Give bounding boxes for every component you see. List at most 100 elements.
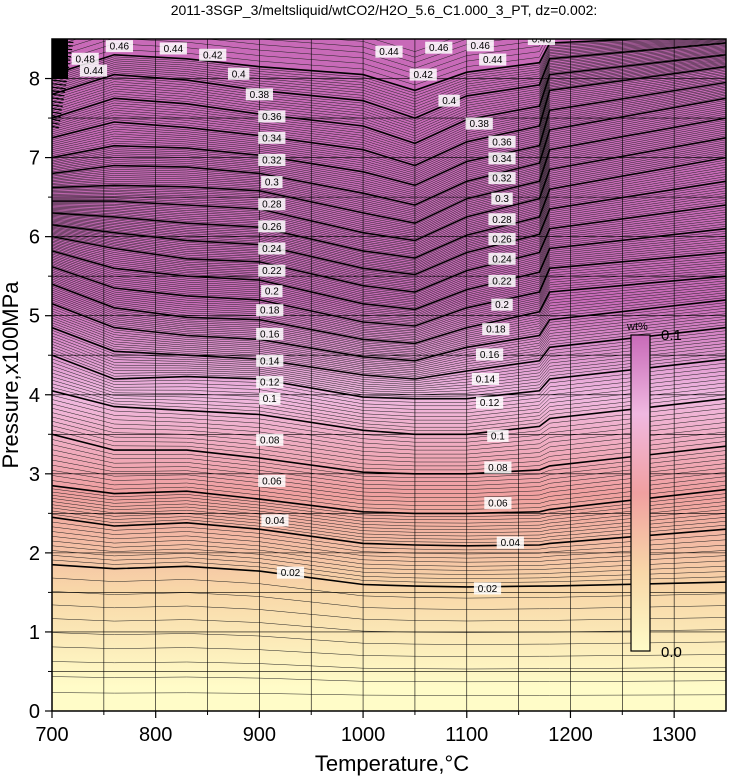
contour-label: 0.2: [495, 300, 509, 311]
minor-contour: [52, 383, 726, 428]
minor-contour: [52, 101, 726, 209]
contour-label-box: [71, 52, 99, 65]
minor-contour: [52, 264, 726, 335]
x-tick-label: 900: [243, 724, 276, 746]
minor-contour: [52, 171, 726, 269]
major-contour: [52, 326, 726, 380]
y-tick-label: 4: [29, 385, 40, 407]
contour-label: 0.2: [265, 287, 279, 298]
minor-contour: [52, 372, 726, 417]
contour-label: 0.42: [203, 50, 223, 61]
contour-label-box: [258, 220, 286, 233]
major-contour: [52, 433, 726, 475]
contour-label: 0.28: [262, 200, 282, 211]
minor-contour: [52, 91, 726, 198]
minor-contour: [52, 429, 726, 471]
minor-contour: [52, 531, 726, 559]
minor-contour: [52, 77, 726, 180]
minor-contour: [52, 240, 726, 318]
contour-label-box: [473, 582, 502, 595]
minor-contour: [52, 195, 726, 286]
minor-contour: [52, 324, 726, 378]
contour-label-box: [479, 53, 507, 66]
minor-contour: [52, 676, 726, 683]
minor-contour: [52, 61, 726, 157]
colorbar-max-label: 0.1: [661, 327, 682, 344]
minor-contour: [52, 536, 726, 563]
minor-contour: [372, 39, 452, 52]
contour-label-box: [491, 298, 513, 311]
contour-label: 0.12: [260, 378, 280, 389]
major-contour: [52, 137, 726, 242]
contour-label-box: [79, 64, 108, 77]
minor-contour: [52, 287, 726, 353]
minor-contour: [52, 93, 726, 200]
minor-contour: [52, 358, 726, 403]
contour-label-box: [475, 396, 504, 409]
minor-contour: [52, 407, 726, 451]
minor-contour: [52, 85, 726, 190]
minor-contour: [52, 39, 726, 108]
minor-contour: [52, 513, 726, 543]
minor-contour: [52, 39, 687, 97]
contour-label-box: [105, 40, 133, 53]
contour-label-box: [488, 252, 516, 265]
contour-label: 0.48: [532, 35, 552, 46]
minor-contour: [52, 439, 726, 479]
minor-contour: [52, 470, 726, 502]
contour-label-box: [258, 198, 286, 211]
minor-contour: [52, 420, 726, 463]
minor-contour: [52, 39, 718, 102]
minor-contour: [52, 501, 726, 530]
minor-contour: [52, 103, 726, 211]
contour-label: 0.02: [281, 568, 301, 579]
contour-label: 0.34: [492, 154, 512, 165]
contour-label-box: [487, 429, 509, 442]
minor-contour: [52, 39, 544, 75]
minor-contour: [52, 498, 726, 527]
minor-contour: [52, 133, 726, 238]
minor-contour: [52, 235, 726, 315]
minor-contour: [52, 72, 726, 174]
minor-contour: [52, 454, 726, 490]
minor-contour: [52, 332, 726, 384]
contour-label: 0.4: [442, 96, 456, 107]
minor-contour: [52, 211, 726, 298]
minor-contour: [52, 330, 726, 382]
minor-contour: [52, 105, 726, 213]
minor-contour: [52, 45, 726, 124]
corner-contour: [52, 125, 60, 129]
contour-label: 0.38: [469, 119, 489, 130]
contour-label-box: [258, 264, 286, 277]
minor-contour: [52, 245, 726, 322]
contour-label: 0.02: [478, 584, 498, 595]
minor-contour: [52, 209, 726, 296]
minor-contour: [52, 338, 726, 388]
minor-contour: [52, 646, 726, 657]
minor-contour: [52, 526, 726, 555]
minor-contour: [52, 369, 726, 414]
major-contour: [52, 42, 726, 119]
contour-label-box: [488, 213, 516, 226]
major-contour: [52, 117, 726, 225]
contour-label-box: [245, 88, 273, 101]
contour-label: 0.18: [260, 306, 280, 317]
contour-label: 0.24: [492, 254, 512, 265]
minor-contour: [52, 145, 726, 248]
x-tick-label: 1200: [548, 724, 593, 746]
minor-contour: [52, 285, 726, 351]
minor-contour: [52, 125, 726, 231]
minor-contour: [52, 475, 726, 506]
contour-label-box: [259, 392, 281, 405]
contour-label-box: [488, 172, 516, 185]
minor-contour: [52, 343, 726, 392]
minor-contour: [52, 169, 726, 267]
major-contour: [52, 227, 726, 311]
major-contour: [52, 275, 726, 345]
corner-contour: [52, 107, 63, 111]
minor-contour: [52, 283, 726, 349]
minor-contour: [52, 94, 726, 202]
contour-label: 0.08: [488, 463, 508, 474]
major-contour: [52, 484, 726, 515]
minor-contour: [52, 464, 726, 498]
